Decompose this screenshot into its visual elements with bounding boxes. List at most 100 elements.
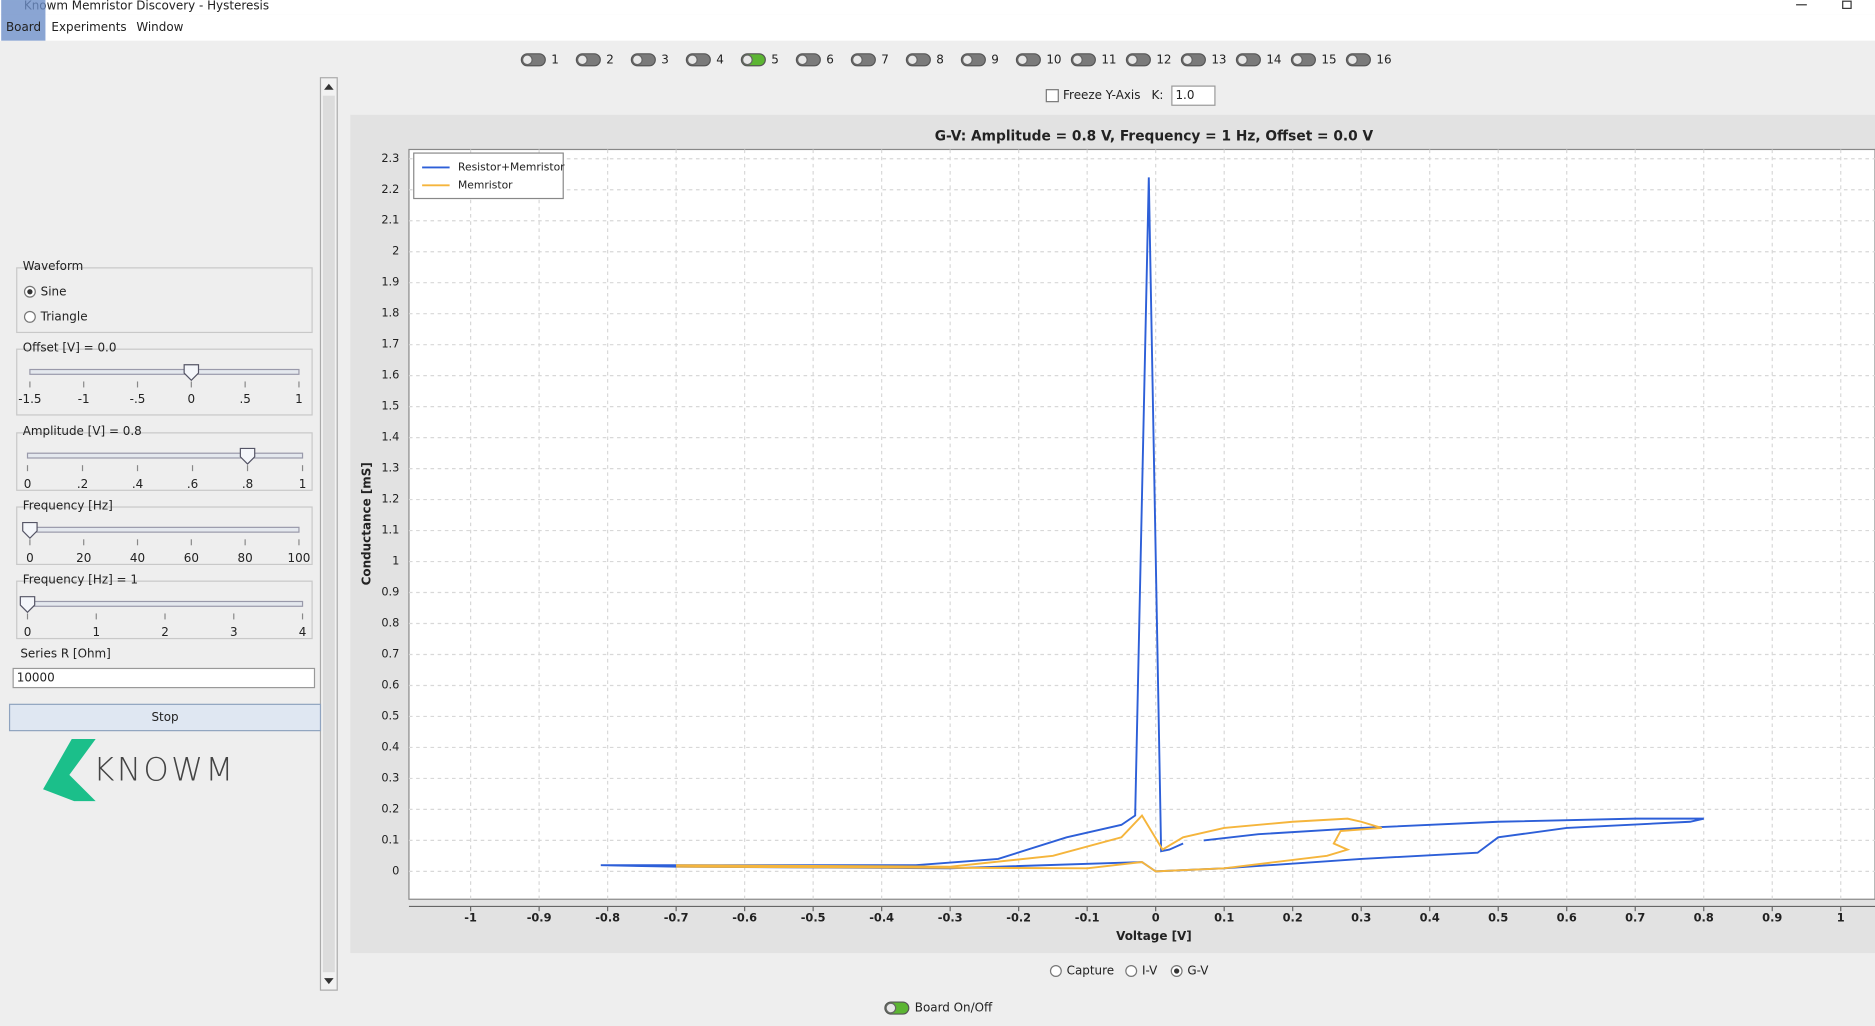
channel-toggle-knob[interactable] — [907, 54, 918, 66]
slider-tick-label: .4 — [132, 477, 143, 491]
radio-label[interactable]: Triangle — [40, 309, 88, 323]
y-tick-label: 1.6 — [381, 368, 399, 382]
stop-button-label[interactable]: Stop — [151, 710, 178, 724]
slider-tick-label: 100 — [288, 551, 311, 565]
radio-dot[interactable] — [27, 289, 33, 295]
channel-label[interactable]: 8 — [936, 52, 944, 66]
stop-button[interactable] — [8, 703, 322, 732]
channel-toggle-knob[interactable] — [1292, 54, 1303, 66]
radio-button[interactable] — [1049, 965, 1062, 977]
channel-label[interactable]: 5 — [771, 52, 779, 66]
y-tick-label: 0.9 — [381, 585, 399, 599]
channel-label[interactable]: 16 — [1376, 52, 1391, 66]
y-tick-label: 0.4 — [381, 739, 399, 753]
slider-thumb[interactable] — [239, 447, 256, 465]
scroll-up[interactable] — [324, 83, 334, 90]
slider-track[interactable] — [29, 368, 300, 375]
channel-toggle-knob[interactable] — [1127, 54, 1138, 66]
radio-label[interactable]: Sine — [41, 284, 67, 298]
slider-group — [16, 432, 313, 491]
y-tick-label: 2 — [392, 244, 399, 258]
slider-track[interactable] — [26, 452, 304, 459]
slider-thumb[interactable] — [183, 364, 200, 382]
channel-label[interactable]: 14 — [1266, 52, 1281, 66]
slider-track[interactable] — [26, 600, 304, 607]
series-r-input[interactable] — [12, 667, 316, 689]
slider-title: Amplitude [V] = 0.8 — [23, 424, 142, 438]
channel-toggle-knob[interactable] — [796, 54, 808, 66]
channel-label[interactable]: 15 — [1321, 52, 1336, 66]
channel-label[interactable]: 10 — [1046, 52, 1061, 66]
channel-label[interactable]: 13 — [1211, 52, 1226, 66]
radio-label[interactable]: I-V — [1142, 963, 1158, 977]
radio-label[interactable]: Capture — [1067, 963, 1114, 977]
channel-toggle-knob[interactable] — [686, 54, 698, 66]
channel-toggle-knob[interactable] — [741, 54, 753, 66]
slider-tick-label: .5 — [239, 392, 250, 406]
radio-label[interactable]: G-V — [1187, 963, 1209, 977]
x-tick-label: -0.4 — [869, 910, 894, 924]
menu-item[interactable]: Experiments — [51, 20, 126, 34]
k-input[interactable] — [1171, 85, 1216, 106]
channel-toggle-knob[interactable] — [1182, 54, 1193, 66]
channel-label[interactable]: 6 — [826, 52, 834, 66]
channel-toggle-knob[interactable] — [576, 54, 588, 66]
channel-toggle-knob[interactable] — [631, 54, 643, 66]
channel-toggle-knob[interactable] — [852, 54, 863, 66]
slider-tick-label: .6 — [187, 477, 198, 491]
menu-item[interactable]: Board — [6, 20, 41, 34]
menu-item[interactable]: Window — [136, 20, 183, 34]
x-axis-label: Voltage [V] — [1116, 929, 1192, 943]
series-r-value[interactable]: 10000 — [17, 671, 55, 685]
channel-label[interactable]: 3 — [661, 52, 669, 66]
scroll-down[interactable] — [324, 978, 334, 985]
slider-tick-label: 0 — [188, 392, 196, 406]
slider-group — [16, 580, 313, 640]
channel-toggle-knob[interactable] — [1237, 54, 1248, 66]
channel-toggle-knob[interactable] — [521, 54, 533, 66]
slider-thumb[interactable] — [19, 596, 36, 614]
app-icon — [1, 0, 46, 41]
slider-tick-label: .2 — [77, 477, 88, 491]
channel-label[interactable]: 1 — [551, 52, 559, 66]
y-tick-label: 1.3 — [381, 461, 399, 475]
board-toggle-label[interactable]: Board On/Off — [915, 1001, 993, 1015]
slider-tick-label: 40 — [130, 551, 145, 565]
x-tick-label: 1 — [1837, 910, 1845, 924]
slider-tick-label: 80 — [238, 551, 253, 565]
slider-group — [16, 348, 313, 416]
k-value[interactable]: 1.0 — [1175, 88, 1194, 102]
radio-button[interactable] — [1125, 965, 1138, 977]
channel-toggle-knob[interactable] — [1017, 54, 1028, 66]
slider-tick-label: 60 — [184, 551, 199, 565]
channel-label[interactable]: 7 — [881, 52, 889, 66]
radio-button[interactable] — [23, 310, 36, 323]
scroll-thumb[interactable] — [322, 95, 335, 973]
slider-tick-label: .8 — [242, 477, 253, 491]
radio-dot[interactable] — [1174, 968, 1180, 974]
k-label: K: — [1152, 88, 1164, 102]
x-tick-label: -0.9 — [527, 910, 552, 924]
x-tick-label: 0.6 — [1557, 910, 1577, 924]
channel-toggle-knob[interactable] — [1347, 54, 1358, 66]
x-tick-label: 0.5 — [1488, 910, 1508, 924]
board-toggle-knob[interactable] — [885, 1002, 897, 1014]
channel-toggle-knob[interactable] — [962, 54, 973, 66]
menu-bar — [0, 14, 1875, 41]
channel-label[interactable]: 12 — [1156, 52, 1171, 66]
y-tick-label: 1.2 — [381, 492, 399, 506]
channel-toggle-knob[interactable] — [1072, 54, 1083, 66]
x-tick-label: -0.2 — [1006, 910, 1031, 924]
channel-label[interactable]: 9 — [991, 52, 999, 66]
freeze-checkbox[interactable] — [1045, 89, 1059, 103]
channel-label[interactable]: 2 — [606, 52, 614, 66]
y-tick-label: 1.1 — [381, 523, 399, 537]
slider-thumb[interactable] — [22, 521, 38, 539]
freeze-label[interactable]: Freeze Y-Axis — [1063, 88, 1140, 102]
channel-label[interactable]: 4 — [716, 52, 724, 66]
slider-track[interactable] — [29, 526, 300, 533]
restore-button[interactable] — [1842, 0, 1852, 9]
waveform-group — [16, 267, 313, 334]
legend-label: Memristor — [458, 178, 513, 191]
channel-label[interactable]: 11 — [1101, 52, 1116, 66]
